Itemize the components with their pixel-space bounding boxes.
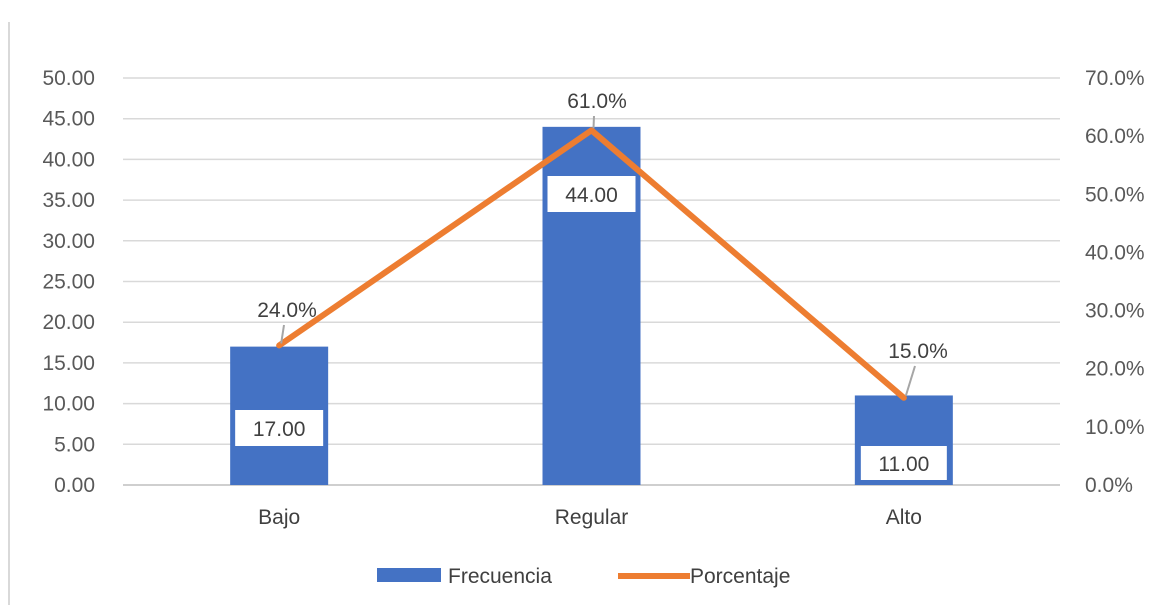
- x-category-label: Bajo: [258, 506, 300, 529]
- data-label-leader: [904, 365, 916, 397]
- y-right-tick-label: 40.0%: [1085, 241, 1145, 264]
- y-left-tick-label: 35.00: [42, 189, 95, 212]
- x-category-label: Alto: [886, 506, 922, 529]
- y-right-tick-label: 70.0%: [1085, 67, 1145, 90]
- y-left-tick-label: 10.00: [42, 393, 95, 416]
- y-left-tick-label: 20.00: [42, 311, 95, 334]
- y-right-tick-label: 0.0%: [1085, 474, 1133, 497]
- bar-data-label-box: [858, 444, 949, 482]
- line-data-label: 61.0%: [567, 90, 627, 113]
- y-left-tick-label: 30.00: [42, 230, 95, 253]
- y-right-tick-label: 10.0%: [1085, 416, 1145, 439]
- bar-data-label-box: [547, 176, 636, 212]
- bar-data-label: 11.00: [878, 453, 929, 476]
- data-labels: 17.00 44.00 11.00 24.0% 61.0% 15.0%: [235, 90, 949, 482]
- legend: Frecuencia Porcentaje: [377, 565, 790, 588]
- y-left-tick-label: 5.00: [54, 433, 95, 456]
- y-right-tick-label: 20.0%: [1085, 358, 1145, 381]
- y-right-tick-label: 50.0%: [1085, 183, 1145, 206]
- data-label-leader: [280, 324, 285, 344]
- legend-swatch-frecuencia: [377, 568, 441, 582]
- bar-data-label-box: [235, 410, 324, 446]
- data-label-leader: [592, 115, 595, 129]
- chart-frame-edge: [8, 22, 10, 605]
- line-data-label: 24.0%: [257, 299, 317, 322]
- y-left-tick-label: 45.00: [42, 108, 95, 131]
- legend-label-porcentaje: Porcentaje: [690, 565, 790, 588]
- legend-label-frecuencia: Frecuencia: [448, 565, 552, 588]
- bar-data-label: 44.00: [565, 184, 618, 207]
- bar-data-label: 17.00: [253, 418, 306, 441]
- axes: 0.00 5.00 10.00 15.00 20.00 25.00 30.00 35.00 40…: [42, 67, 1144, 529]
- y-right-tick-label: 60.0%: [1085, 125, 1145, 148]
- y-left-tick-label: 15.00: [42, 352, 95, 375]
- x-category-label: Regular: [555, 506, 629, 529]
- y-left-tick-label: 0.00: [54, 474, 95, 497]
- line-series-porcentaje: [276, 127, 907, 401]
- line-data-label: 15.0%: [888, 340, 948, 363]
- y-left-tick-label: 50.00: [42, 67, 95, 90]
- y-right-tick-label: 30.0%: [1085, 300, 1145, 323]
- line-porcentaje: [276, 127, 907, 401]
- y-left-tick-label: 40.00: [42, 148, 95, 171]
- y-left-tick-label: 25.00: [42, 271, 95, 294]
